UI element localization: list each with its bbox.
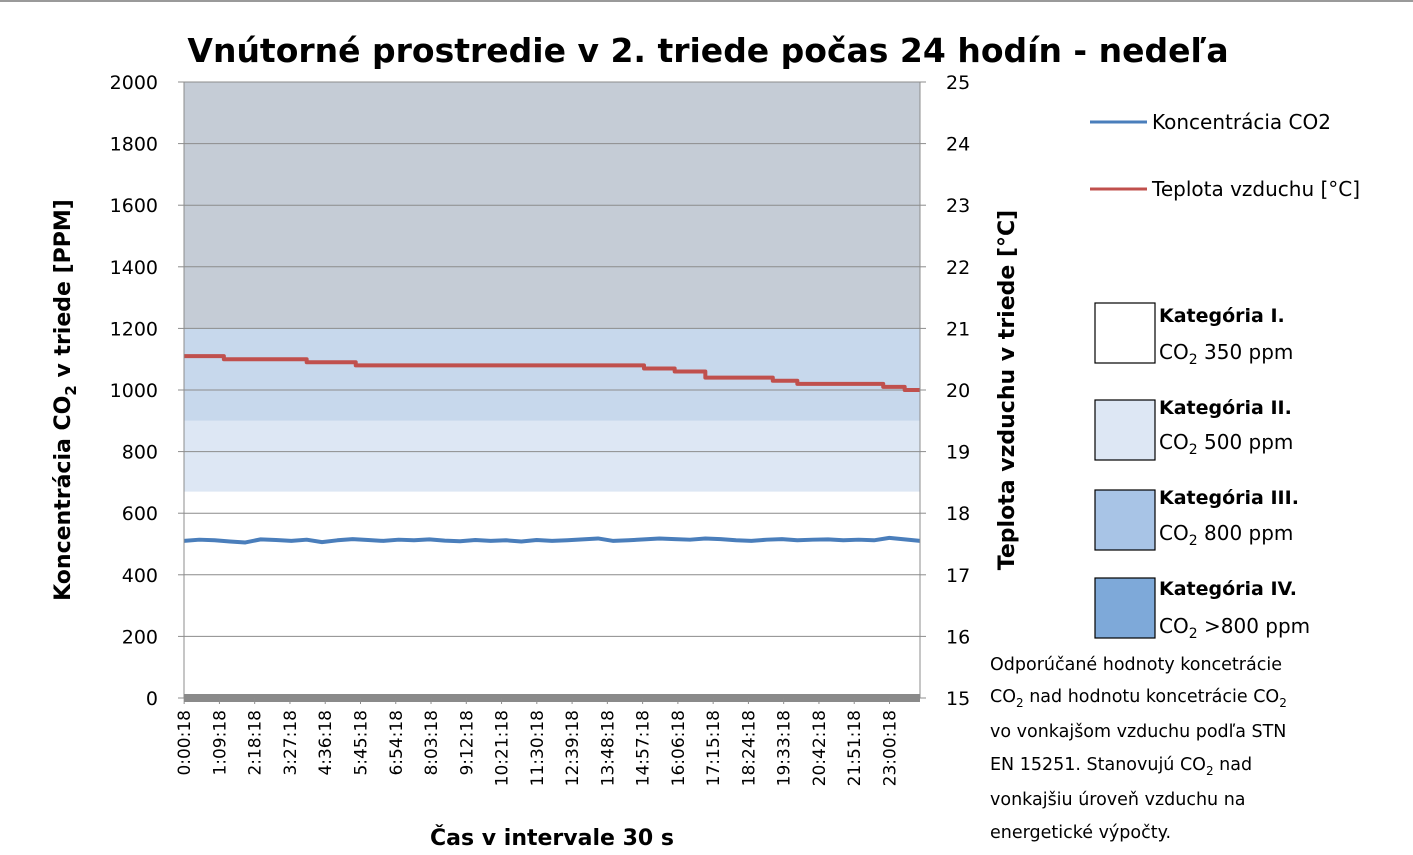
y-left-axis-title: Koncentrácia CO2 v triede [PPM] xyxy=(51,199,80,601)
y-left-tick-label: 1800 xyxy=(110,134,158,156)
y-left-tick-label: 2000 xyxy=(110,72,158,94)
x-axis-title: Čas v intervale 30 s xyxy=(430,825,674,851)
x-tick-label: 16:06:18 xyxy=(669,710,689,786)
band-2 xyxy=(184,420,920,492)
y-left-tick-label: 1200 xyxy=(110,318,158,340)
x-tick-label: 19:33:18 xyxy=(775,710,795,786)
y-right-tick-label: 15 xyxy=(946,688,970,710)
y-right-axis-title: Teplota vzduchu v triede [°C] xyxy=(995,210,1020,570)
y-right-tick-label: 23 xyxy=(946,195,970,217)
series-line-temperature xyxy=(184,354,920,392)
x-tick-label: 18:24:18 xyxy=(739,710,759,786)
category-1-title: Kategória I. xyxy=(1159,305,1285,327)
chart-title: Vnútorné prostredie v 2. triede počas 24… xyxy=(187,31,1228,70)
legend-series: Koncentrácia CO2 Teplota vzduchu [°C] xyxy=(1090,110,1360,201)
x-tick-label: 0:00:18 xyxy=(175,710,195,776)
x-tick-label: 11:30:18 xyxy=(528,710,548,786)
y-left-tick-label: 1000 xyxy=(110,380,158,402)
y-right-tick-label: 22 xyxy=(946,257,970,279)
x-tick-label: 12:39:18 xyxy=(563,710,583,786)
category-3-value: CO2 800 ppm xyxy=(1159,521,1293,549)
x-tick-label: 9:12:18 xyxy=(457,710,477,776)
legend-temp-label: Teplota vzduchu [°C] xyxy=(1151,177,1360,201)
category-3-title: Kategória III. xyxy=(1159,487,1299,509)
x-tick-label: 13:48:18 xyxy=(598,710,618,786)
legend-co2-label: Koncentrácia CO2 xyxy=(1152,110,1331,134)
category-4-swatch xyxy=(1094,577,1156,639)
x-tick-label: 10:21:18 xyxy=(493,710,513,786)
footnote-line-6: energetické výpočty. xyxy=(990,823,1171,843)
y-right-tick-label: 18 xyxy=(946,503,970,525)
footnote-line-5: vonkajšiu úroveň vzduchu na xyxy=(990,790,1246,810)
category-4-title: Kategória IV. xyxy=(1159,578,1297,600)
y-left-axis: 0 200 400 600 800 1000 1200 1400 1600 1800 2000 xyxy=(110,72,185,710)
category-2-value: CO2 500 ppm xyxy=(1159,430,1293,458)
y-left-tick-label: 800 xyxy=(122,442,158,464)
series-line-co2 xyxy=(183,535,921,545)
y-left-tick-label: 1600 xyxy=(110,195,158,217)
footnote-line-2: CO2 nad hodnotu koncetrácie CO2 xyxy=(990,687,1287,710)
category-4-value: CO2 >800 ppm xyxy=(1159,614,1310,642)
x-tick-label: 17:15:18 xyxy=(704,710,724,786)
x-tick-label: 3:27:18 xyxy=(281,710,301,776)
y-left-tick-label: 1400 xyxy=(110,257,158,279)
category-1-swatch xyxy=(1094,302,1156,364)
category-2-swatch xyxy=(1094,399,1156,461)
x-axis-baseline xyxy=(184,694,920,702)
category-3-swatch xyxy=(1094,489,1156,551)
y-right-axis: 15 16 17 18 19 20 21 22 23 24 25 xyxy=(919,72,970,710)
band-1 xyxy=(184,491,920,698)
legend-categories: Kategória I. CO2 350 ppm Kategória II. C… xyxy=(1094,302,1310,642)
x-tick-label: 1:09:18 xyxy=(210,710,230,776)
category-2-title: Kategória II. xyxy=(1159,397,1292,419)
x-tick-label: 5:45:18 xyxy=(351,710,371,776)
y-right-tick-label: 17 xyxy=(946,565,970,587)
y-right-tick-label: 24 xyxy=(946,134,970,156)
y-right-tick-label: 20 xyxy=(946,380,970,402)
x-tick-label: 2:18:18 xyxy=(246,710,266,776)
x-tick-label: 14:57:18 xyxy=(634,710,654,786)
footnote-line-4: EN 15251. Stanovujú CO2 nad xyxy=(990,755,1252,778)
x-tick-label: 8:03:18 xyxy=(422,710,442,776)
footnote-line-1: Odporúčané hodnoty koncetrácie xyxy=(990,655,1282,675)
y-right-tick-label: 16 xyxy=(946,626,970,648)
x-tick-label: 6:54:18 xyxy=(387,710,407,776)
series-lines xyxy=(183,354,921,545)
y-right-tick-label: 21 xyxy=(946,318,970,340)
y-left-tick-label: 400 xyxy=(122,565,158,587)
y-left-tick-label: 600 xyxy=(122,503,158,525)
category-1-value: CO2 350 ppm xyxy=(1159,340,1293,368)
x-tick-label: 4:36:18 xyxy=(316,710,336,776)
footnote-line-3: vo vonkajšom vzduchu podľa STN xyxy=(990,722,1286,742)
y-right-tick-label: 19 xyxy=(946,442,970,464)
footnote: Odporúčané hodnoty koncetrácie CO2 nad h… xyxy=(990,655,1287,843)
x-tick-label: 20:42:18 xyxy=(810,710,830,786)
y-right-tick-label: 25 xyxy=(946,72,970,94)
x-tick-label: 21:51:18 xyxy=(845,710,865,786)
x-axis: 0:00:18 1:09:18 2:18:18 3:27:18 4:36:18 5:45:… xyxy=(175,694,920,786)
y-left-tick-label: 0 xyxy=(146,688,158,710)
y-left-tick-label: 200 xyxy=(122,626,158,648)
x-tick-label: 23:00:18 xyxy=(880,710,900,786)
band-3 xyxy=(184,328,920,421)
